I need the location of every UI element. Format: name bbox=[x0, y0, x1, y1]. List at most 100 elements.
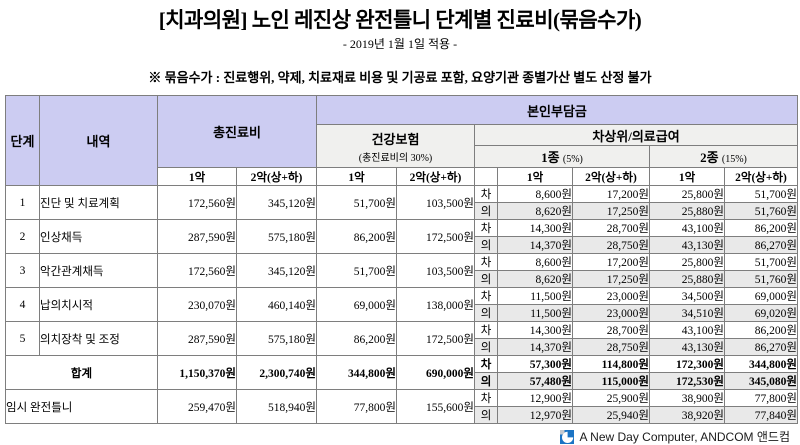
cell-insurance-jaw1: 86,200원 bbox=[316, 219, 397, 254]
cell-total-jaw2: 575,180원 bbox=[236, 219, 317, 254]
cell-ui-type2-jaw1: 38,920원 bbox=[649, 406, 725, 424]
cell-cha-type1-jaw1: 14,300원 bbox=[497, 321, 573, 339]
cell-cha-type1-jaw2: 17,200원 bbox=[572, 185, 650, 203]
temp-denture-row: 임시 완전틀니 259,470원 518,940원 77,800원 155,60… bbox=[5, 389, 798, 424]
header-insurance-jaw2: 2악(상+하) bbox=[396, 167, 475, 186]
cell-total-jaw2: 460,140원 bbox=[236, 287, 317, 322]
temp-label-cell: 임시 완전틀니 bbox=[5, 389, 158, 424]
cell-ui-type2-jaw1: 43,130원 bbox=[649, 236, 725, 254]
cell-ui-type2-jaw2: 51,760원 bbox=[724, 270, 798, 288]
header-cha-ui-spacer bbox=[474, 167, 498, 186]
total-label-cell: 합계 bbox=[5, 355, 158, 390]
cell-total-jaw2: 575,180원 bbox=[236, 321, 317, 356]
ui-tag: 의 bbox=[474, 406, 498, 424]
cell-total-jaw1: 287,590원 bbox=[157, 219, 237, 254]
cell-cha-type2-jaw2: 51,700원 bbox=[724, 185, 798, 203]
cell-cha-type2-jaw1: 172,300원 bbox=[649, 355, 725, 373]
cell-cha-type1-jaw2: 28,700원 bbox=[572, 321, 650, 339]
cell-ui-type2-jaw1: 25,880원 bbox=[649, 270, 725, 288]
type2-rate: (15%) bbox=[721, 154, 747, 165]
stage-cell: 3 bbox=[5, 253, 40, 288]
cell-cha-type1-jaw2: 114,800원 bbox=[572, 355, 650, 373]
cell-insurance-jaw2: 172,500원 bbox=[396, 321, 475, 356]
temp-denture-row: 의 12,970원 25,940원 38,920원 77,840원 bbox=[6, 406, 798, 424]
detail-cell: 납의치시적 bbox=[39, 287, 158, 322]
page-subtitle: - 2019년 1월 1일 적용 - bbox=[342, 37, 458, 51]
ui-tag: 의 bbox=[474, 270, 498, 288]
header-type2: 2종 (15%) bbox=[649, 145, 798, 168]
header-detail: 내역 bbox=[39, 95, 158, 186]
cell-cha-type2-jaw1: 25,800원 bbox=[649, 185, 725, 203]
cell-cha-type1-jaw2: 28,700원 bbox=[572, 219, 650, 237]
cell-total-jaw1: 259,470원 bbox=[157, 389, 237, 424]
total-row: 의 57,480원 115,000원 172,530원 345,080원 bbox=[6, 372, 798, 390]
cell-ui-type2-jaw2: 86,270원 bbox=[724, 338, 798, 356]
cell-ui-type1-jaw1: 57,480원 bbox=[497, 372, 573, 390]
cell-ui-type1-jaw1: 8,620원 bbox=[497, 202, 573, 220]
cell-insurance-jaw1: 69,000원 bbox=[316, 287, 397, 322]
detail-cell: 악간관계채득 bbox=[39, 253, 158, 288]
cha-tag: 차 bbox=[474, 219, 498, 237]
cell-total-jaw1: 287,590원 bbox=[157, 321, 237, 356]
cell-ui-type2-jaw1: 43,130원 bbox=[649, 338, 725, 356]
cell-total-jaw1: 1,150,370원 bbox=[157, 355, 237, 390]
type1-rate: (5%) bbox=[562, 154, 583, 165]
cell-cha-type1-jaw2: 23,000원 bbox=[572, 287, 650, 305]
cell-cha-type2-jaw2: 77,800원 bbox=[724, 389, 798, 407]
cell-cha-type2-jaw1: 43,100원 bbox=[649, 321, 725, 339]
cell-ui-type2-jaw1: 25,880원 bbox=[649, 202, 725, 220]
ui-tag: 의 bbox=[474, 202, 498, 220]
cell-insurance-jaw2: 690,000원 bbox=[396, 355, 475, 390]
cell-total-jaw1: 172,560원 bbox=[157, 253, 237, 288]
cell-insurance-jaw2: 172,500원 bbox=[396, 219, 475, 254]
header-row-2: 건강보험 (총진료비의 30%) 차상위/의료급여 bbox=[6, 124, 798, 168]
cell-insurance-jaw2: 138,000원 bbox=[396, 287, 475, 322]
cha-tag: 차 bbox=[474, 185, 498, 203]
cell-ui-type1-jaw1: 11,500원 bbox=[497, 304, 573, 322]
cell-cha-type2-jaw1: 25,800원 bbox=[649, 253, 725, 271]
page-title: [치과의원] 노인 레진상 완전틀니 단계별 진료비(묶음수가) bbox=[158, 8, 642, 32]
cell-cha-type1-jaw2: 25,900원 bbox=[572, 389, 650, 407]
cell-cha-type2-jaw2: 344,800원 bbox=[724, 355, 798, 373]
cell-insurance-jaw1: 51,700원 bbox=[316, 185, 397, 220]
cell-cha-type2-jaw1: 34,500원 bbox=[649, 287, 725, 305]
bundle-fee-note: ※ 묶음수가 : 진료행위, 약제, 치료재료 비용 및 기공료 포함, 요양기… bbox=[148, 70, 652, 85]
cell-insurance-jaw2: 155,600원 bbox=[396, 389, 475, 424]
detail-cell: 진단 및 치료계획 bbox=[39, 185, 158, 220]
table-row: 3 악간관계채득 172,560원 345,120원 51,700원 103,5… bbox=[5, 253, 798, 288]
header-health-insurance: 건강보험 (총진료비의 30%) bbox=[316, 124, 475, 168]
cell-ui-type1-jaw2: 17,250원 bbox=[572, 270, 650, 288]
header-type2-jaw2: 2악(상+하) bbox=[724, 167, 798, 186]
cell-ui-type1-jaw2: 17,250원 bbox=[572, 202, 650, 220]
total-row: 합계 1,150,370원 2,300,740원 344,800원 690,00… bbox=[5, 355, 798, 390]
cell-ui-type2-jaw2: 86,270원 bbox=[724, 236, 798, 254]
table-row: 1 진단 및 치료계획 172,560원 345,120원 51,700원 10… bbox=[5, 185, 798, 220]
stage-cell: 4 bbox=[5, 287, 40, 322]
cell-ui-type1-jaw2: 28,750원 bbox=[572, 236, 650, 254]
ui-tag: 의 bbox=[474, 372, 498, 390]
cell-total-jaw2: 2,300,740원 bbox=[236, 355, 317, 390]
cell-ui-type2-jaw2: 69,020원 bbox=[724, 304, 798, 322]
header-stage: 단계 bbox=[5, 95, 40, 186]
cell-cha-type2-jaw2: 69,000원 bbox=[724, 287, 798, 305]
header-medicaid: 차상위/의료급여 bbox=[474, 124, 798, 146]
cell-total-jaw1: 172,560원 bbox=[157, 185, 237, 220]
header-row-3: 1종 (5%) 2종 (15%) bbox=[6, 145, 798, 168]
cell-insurance-jaw2: 103,500원 bbox=[396, 185, 475, 220]
cell-cha-type1-jaw1: 11,500원 bbox=[497, 287, 573, 305]
cha-tag: 차 bbox=[474, 287, 498, 305]
cha-tag: 차 bbox=[474, 253, 498, 271]
detail-cell: 인상채득 bbox=[39, 219, 158, 254]
ui-tag: 의 bbox=[474, 338, 498, 356]
cell-cha-type2-jaw2: 51,700원 bbox=[724, 253, 798, 271]
table-row: 5 의치장착 및 조정 287,590원 575,180원 86,200원 17… bbox=[5, 321, 798, 356]
table-row: 2 인상채득 287,590원 575,180원 86,200원 172,500… bbox=[5, 219, 798, 254]
cell-cha-type1-jaw1: 8,600원 bbox=[497, 185, 573, 203]
cell-cha-type2-jaw1: 38,900원 bbox=[649, 389, 725, 407]
stage-cell: 5 bbox=[5, 321, 40, 356]
cell-insurance-jaw1: 86,200원 bbox=[316, 321, 397, 356]
cha-tag: 차 bbox=[474, 389, 498, 407]
cell-ui-type2-jaw1: 172,530원 bbox=[649, 372, 725, 390]
header-type1-jaw2: 2악(상+하) bbox=[572, 167, 650, 186]
table-row: 4 납의치시적 230,070원 460,140원 69,000원 138,00… bbox=[5, 287, 798, 322]
